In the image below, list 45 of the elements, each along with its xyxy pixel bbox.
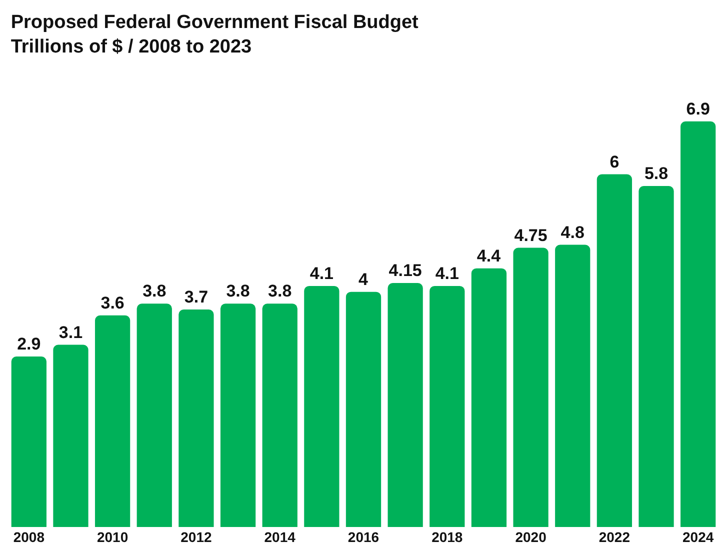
bar xyxy=(304,286,340,527)
data-label: 5.8 xyxy=(644,164,668,184)
x-tick-label: 2024 xyxy=(682,529,714,545)
data-label: 4.15 xyxy=(388,261,422,280)
x-tick-label: 2014 xyxy=(264,529,296,545)
x-tick-label: 2016 xyxy=(348,529,380,545)
data-label: 4.75 xyxy=(514,226,548,245)
x-tick-label: 2008 xyxy=(13,529,45,545)
bar xyxy=(220,304,256,527)
bar xyxy=(262,304,298,527)
data-label: 2.9 xyxy=(17,334,41,354)
data-label: 3.8 xyxy=(226,282,250,301)
x-tick-label: 2018 xyxy=(432,529,463,545)
bar xyxy=(53,344,88,527)
bar xyxy=(346,292,382,527)
bar xyxy=(471,268,507,527)
data-label: 3.6 xyxy=(100,293,124,312)
data-label: 4 xyxy=(358,270,368,289)
bar xyxy=(136,304,172,527)
data-label: 3.1 xyxy=(58,322,83,342)
x-tick-label: 2012 xyxy=(180,529,212,545)
data-label: 6 xyxy=(610,152,620,172)
bar xyxy=(178,309,214,527)
data-label: 4.1 xyxy=(310,264,334,283)
bar xyxy=(11,356,46,527)
bar xyxy=(430,286,465,527)
data-label: 3.8 xyxy=(142,282,166,301)
data-label: 6.9 xyxy=(686,99,710,118)
bar xyxy=(596,174,632,527)
data-label: 3.8 xyxy=(268,282,292,301)
data-label: 4.4 xyxy=(476,246,502,266)
x-tick-label: 2010 xyxy=(96,529,128,545)
bar xyxy=(638,186,674,527)
x-tick-label: 2020 xyxy=(515,529,547,545)
bar xyxy=(680,121,716,527)
bar xyxy=(513,248,548,527)
chart-title: Proposed Federal Government Fiscal Budget xyxy=(10,12,420,33)
data-label: 4.8 xyxy=(560,222,584,242)
chart-subtitle: Trillions of $ / 2008 to 2023 xyxy=(10,36,252,58)
data-label: 3.7 xyxy=(184,287,208,306)
x-tick-label: 2022 xyxy=(598,529,630,545)
bar xyxy=(388,283,423,527)
data-label: 4.1 xyxy=(435,264,459,283)
bar xyxy=(94,315,130,527)
bar xyxy=(555,244,590,527)
